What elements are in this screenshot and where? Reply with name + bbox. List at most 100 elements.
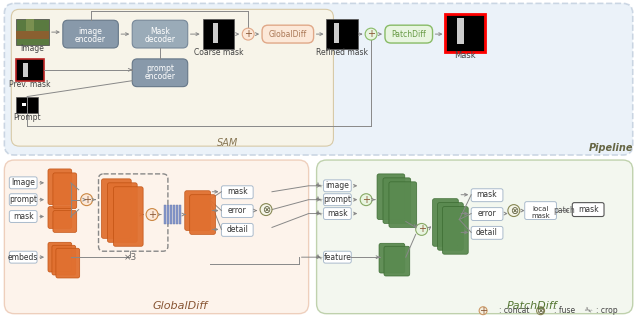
Text: ⊗: ⊗ <box>510 205 518 215</box>
Text: prompt: prompt <box>9 195 37 204</box>
FancyBboxPatch shape <box>56 248 80 278</box>
FancyBboxPatch shape <box>323 251 351 263</box>
Text: Mask: Mask <box>150 26 170 36</box>
Circle shape <box>365 28 377 40</box>
FancyBboxPatch shape <box>10 251 37 263</box>
Text: encoder: encoder <box>75 35 106 44</box>
Text: GlobalDiff: GlobalDiff <box>152 301 207 311</box>
Text: Coarse mask: Coarse mask <box>194 48 243 57</box>
Text: +: + <box>362 195 370 205</box>
Bar <box>16 31 49 39</box>
Text: PatchDiff: PatchDiff <box>392 30 426 39</box>
Text: ⊗: ⊗ <box>536 306 545 316</box>
Text: ✂: ✂ <box>582 305 593 317</box>
Bar <box>212 23 218 43</box>
Bar <box>22 102 26 107</box>
FancyBboxPatch shape <box>379 243 404 273</box>
FancyBboxPatch shape <box>4 160 308 314</box>
FancyBboxPatch shape <box>383 178 411 224</box>
Bar <box>203 19 234 49</box>
FancyBboxPatch shape <box>525 202 556 220</box>
Bar <box>445 14 485 52</box>
Bar <box>173 205 175 224</box>
Text: Refined mask: Refined mask <box>316 48 369 57</box>
Text: +: + <box>418 224 426 234</box>
FancyBboxPatch shape <box>317 160 633 314</box>
Text: mask: mask <box>227 187 248 196</box>
FancyBboxPatch shape <box>471 189 503 202</box>
FancyBboxPatch shape <box>221 224 253 236</box>
Bar <box>16 59 44 81</box>
Text: Mask: Mask <box>454 51 476 60</box>
Text: +: + <box>83 195 91 205</box>
Bar <box>167 205 170 224</box>
FancyBboxPatch shape <box>10 177 37 189</box>
FancyBboxPatch shape <box>132 20 188 48</box>
FancyBboxPatch shape <box>262 25 314 43</box>
Text: local: local <box>532 206 548 212</box>
FancyBboxPatch shape <box>63 20 118 48</box>
Text: encoder: encoder <box>145 72 175 81</box>
FancyBboxPatch shape <box>52 245 76 275</box>
FancyBboxPatch shape <box>221 205 253 217</box>
Text: Image: Image <box>20 45 44 54</box>
Bar <box>170 205 172 224</box>
Bar <box>26 19 34 31</box>
FancyBboxPatch shape <box>132 59 188 87</box>
Text: detail: detail <box>227 225 248 234</box>
Bar <box>335 23 339 43</box>
Text: ✂: ✂ <box>314 194 324 205</box>
Text: ×3: ×3 <box>124 253 137 262</box>
Circle shape <box>243 28 254 40</box>
FancyBboxPatch shape <box>48 242 72 272</box>
FancyBboxPatch shape <box>4 3 633 155</box>
FancyBboxPatch shape <box>12 9 333 146</box>
FancyBboxPatch shape <box>108 183 137 242</box>
FancyBboxPatch shape <box>221 186 253 199</box>
FancyBboxPatch shape <box>572 203 604 216</box>
Circle shape <box>360 194 372 206</box>
Text: mask: mask <box>531 213 550 219</box>
Text: patch: patch <box>554 206 575 215</box>
Text: ✂: ✂ <box>314 208 324 219</box>
Text: +: + <box>479 306 487 316</box>
Text: ✂: ✂ <box>314 252 324 263</box>
Circle shape <box>536 307 545 315</box>
Text: +: + <box>148 210 156 220</box>
Text: SAM: SAM <box>217 138 238 148</box>
Text: image: image <box>79 26 102 36</box>
FancyBboxPatch shape <box>384 246 410 276</box>
FancyBboxPatch shape <box>323 180 351 192</box>
Text: feature: feature <box>323 253 351 262</box>
Text: Pipeline: Pipeline <box>589 143 633 153</box>
Text: error: error <box>228 206 246 215</box>
Text: decoder: decoder <box>145 35 175 44</box>
Text: Image: Image <box>12 178 35 187</box>
Text: GlobalDiff: GlobalDiff <box>269 30 307 39</box>
Text: embeds: embeds <box>8 253 38 262</box>
FancyBboxPatch shape <box>189 195 216 234</box>
Circle shape <box>260 203 272 215</box>
Text: image: image <box>326 181 349 190</box>
Circle shape <box>416 224 428 235</box>
FancyBboxPatch shape <box>53 211 77 232</box>
Bar <box>164 205 166 224</box>
FancyBboxPatch shape <box>385 25 433 43</box>
Text: ⊗: ⊗ <box>262 204 270 214</box>
Circle shape <box>146 209 158 221</box>
FancyBboxPatch shape <box>113 187 143 246</box>
Text: error: error <box>477 209 497 218</box>
Text: detail: detail <box>476 228 498 237</box>
Circle shape <box>508 205 520 216</box>
FancyBboxPatch shape <box>442 207 468 254</box>
FancyBboxPatch shape <box>48 169 72 205</box>
FancyBboxPatch shape <box>48 207 72 228</box>
Circle shape <box>81 194 93 206</box>
FancyBboxPatch shape <box>389 182 417 227</box>
Text: mask: mask <box>327 209 348 218</box>
Text: : fuse: : fuse <box>554 306 575 315</box>
Text: mask: mask <box>578 205 598 214</box>
FancyBboxPatch shape <box>10 194 37 206</box>
FancyBboxPatch shape <box>471 208 503 221</box>
Bar <box>16 97 38 113</box>
